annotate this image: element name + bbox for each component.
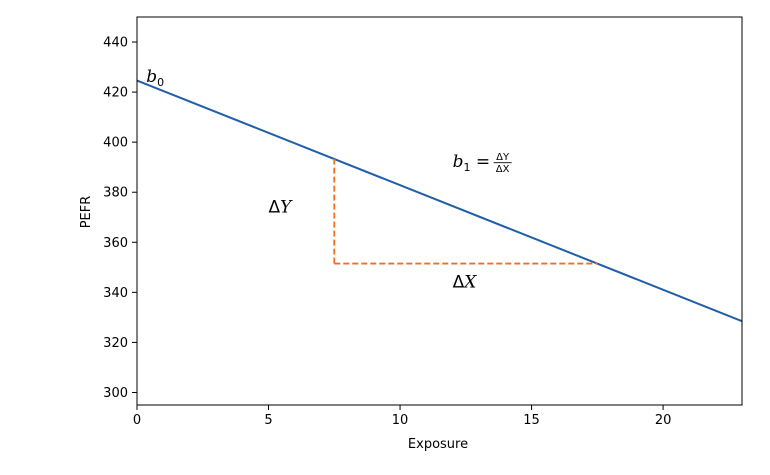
- b1-subscript: 1: [464, 161, 471, 174]
- x-tick-label: 15: [523, 413, 540, 428]
- x-axis-label: Exposure: [408, 437, 468, 452]
- delta-x-delta: Δ: [453, 272, 465, 292]
- y-tick-label: 440: [103, 36, 128, 51]
- delta-x-var: X: [462, 272, 477, 292]
- delta-y-var: Y: [280, 197, 293, 217]
- x-tick-label: 0: [133, 413, 141, 428]
- y-tick-label: 420: [103, 86, 128, 101]
- y-tick-label: 300: [103, 386, 128, 401]
- b1-denominator: ΔX: [496, 164, 510, 175]
- b0-subscript: 0: [157, 76, 164, 89]
- b1-numerator: ΔY: [496, 152, 510, 163]
- delta-y-delta: Δ: [269, 197, 281, 217]
- y-tick-label: 360: [103, 236, 128, 251]
- y-axis-label: PEFR: [79, 196, 94, 229]
- y-tick-label: 380: [103, 186, 128, 201]
- plot-frame: [136, 16, 743, 406]
- plot-inner: [137, 79, 742, 323]
- b1-symbol: b: [453, 152, 464, 172]
- b0-symbol: b: [146, 67, 157, 87]
- y-tick-label: 400: [103, 136, 128, 151]
- x-tick-label: 20: [655, 413, 672, 428]
- y-tick-label: 340: [103, 286, 128, 301]
- b1-equals: =: [471, 152, 491, 172]
- x-tick-label: 5: [264, 413, 272, 428]
- x-tick-label: 10: [392, 413, 409, 428]
- annotation-delta-y: ΔY: [269, 197, 294, 217]
- annotation-delta-x: ΔX: [453, 272, 478, 292]
- annotation-b0: b0: [146, 67, 164, 89]
- y-tick-label: 320: [103, 336, 128, 351]
- annotation-b1: b1 =: [453, 152, 491, 174]
- series-line-0: [137, 79, 742, 323]
